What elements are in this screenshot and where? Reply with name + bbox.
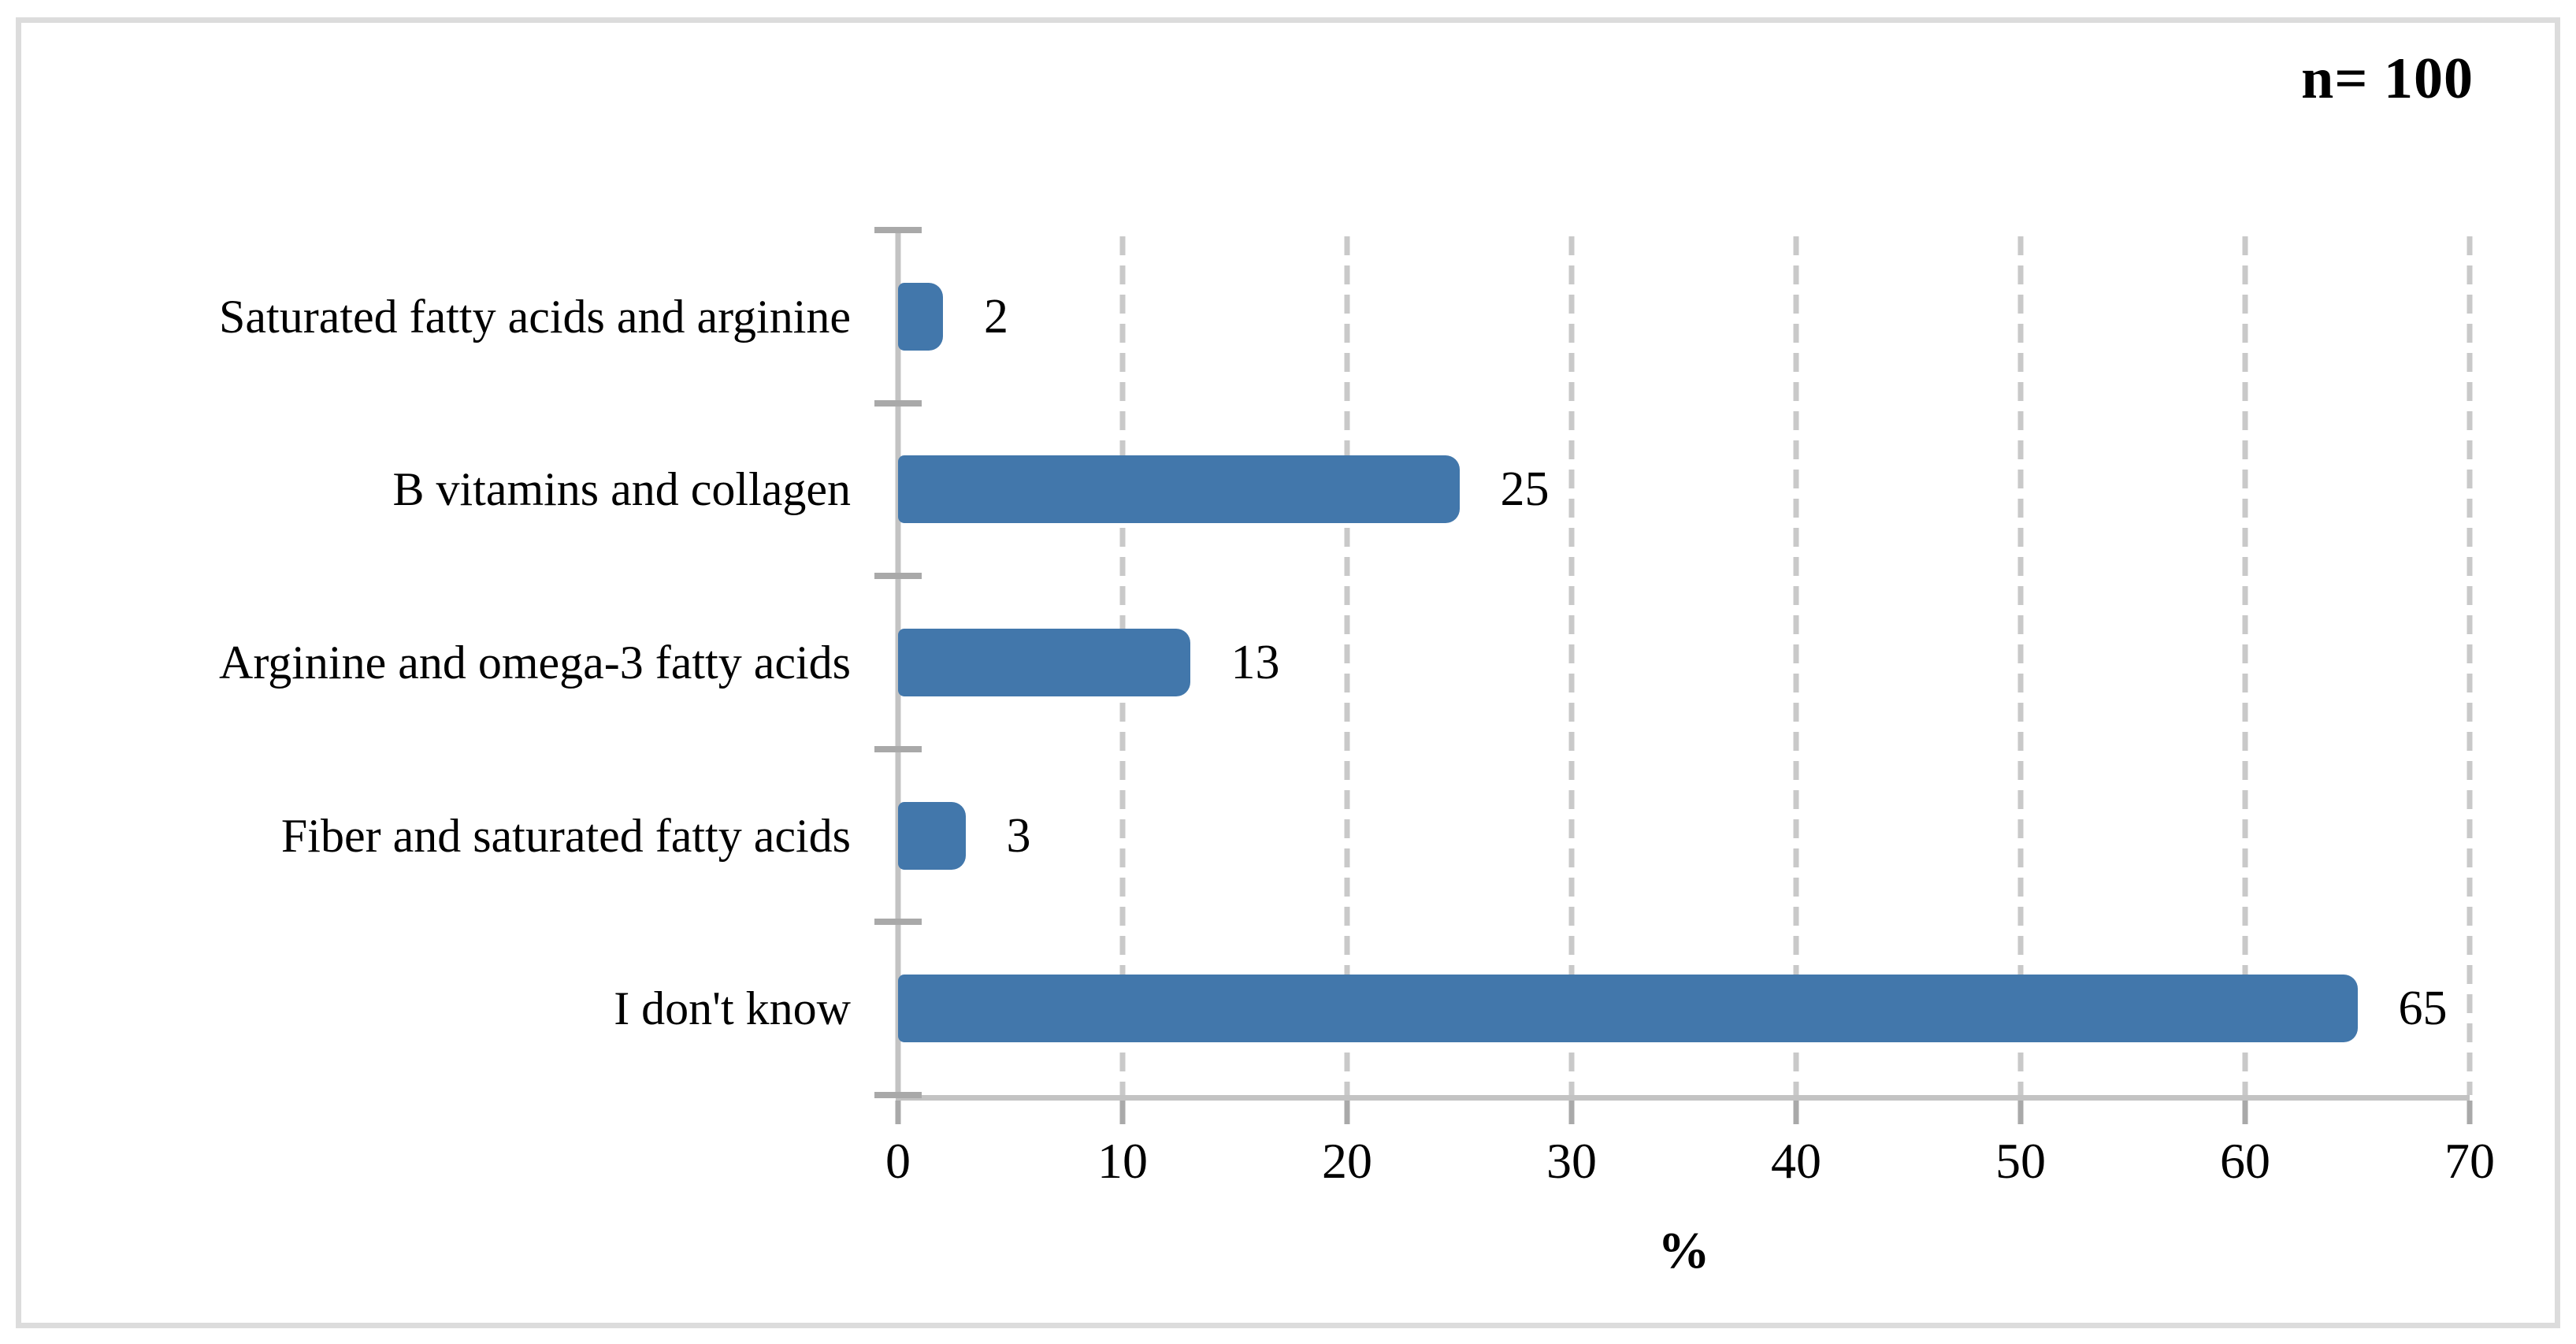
value-axis-tick-30 (1568, 1101, 1575, 1124)
category-label: I don't know (614, 982, 851, 1035)
value-axis-tick-0 (895, 1101, 901, 1124)
gridline-70 (2467, 236, 2473, 1095)
gridline-20 (1344, 236, 1350, 1095)
bar (898, 282, 943, 351)
value-axis-tick-label: 60 (2220, 1133, 2270, 1189)
value-axis-tick-label: 20 (1322, 1133, 1372, 1189)
value-axis-tick-label: 10 (1097, 1133, 1148, 1189)
value-axis-tick-70 (2467, 1101, 2473, 1124)
bar-value-label: 25 (1500, 462, 1550, 517)
bar-row: 25 (898, 403, 2470, 577)
x-axis-title: % (1657, 1222, 1710, 1279)
bar-value-label: 65 (2398, 982, 2448, 1036)
bar-row: 3 (898, 749, 2470, 923)
category-boundary-tick (874, 1092, 922, 1098)
value-axis-line (896, 1095, 2470, 1101)
category-label: B vitamins and collagen (392, 463, 851, 516)
value-axis-tick-label: 70 (2444, 1133, 2495, 1189)
gridline-60 (2242, 236, 2248, 1095)
category-boundary-tick (874, 227, 922, 233)
bar (898, 801, 966, 870)
gridline-50 (2017, 236, 2024, 1095)
bar-value-label: 3 (1006, 808, 1031, 863)
value-axis-tick-labels: 0 10 20 30 40 50 60 70 (885, 1133, 2495, 1199)
bar-rows: 2 25 13 3 65 (898, 230, 2470, 1095)
bar-row: 65 (898, 922, 2470, 1095)
value-axis-tick-label: 50 (1995, 1133, 2046, 1189)
category-boundary-tick (874, 745, 922, 752)
bar-value-label: 2 (983, 289, 1008, 343)
bar-row: 2 (898, 230, 2470, 403)
category-label: Saturated fatty acids and arginine (219, 290, 851, 343)
value-axis-tick-50 (2017, 1101, 2024, 1124)
bar (898, 455, 1460, 524)
gridline-40 (1793, 236, 1799, 1095)
value-axis-tick-label: 0 (885, 1133, 911, 1189)
bar (898, 628, 1190, 696)
value-axis-tick-40 (1793, 1101, 1799, 1124)
category-boundary-tick (874, 573, 922, 580)
category-label: Arginine and omega-3 fatty acids (219, 636, 851, 689)
value-axis-tick-10 (1119, 1101, 1126, 1124)
category-boundary-tick (874, 919, 922, 926)
value-axis-tick-label: 40 (1771, 1133, 1821, 1189)
gridline-30 (1568, 236, 1575, 1095)
bar (898, 975, 2358, 1043)
bar-row: 13 (898, 576, 2470, 749)
category-boundary-tick (874, 399, 922, 407)
value-axis-tick-20 (1344, 1101, 1350, 1124)
plot-area: 2 25 13 3 65 (874, 227, 2473, 1124)
figure-border (16, 17, 2560, 1328)
bar-value-label: 13 (1230, 635, 1280, 689)
value-axis-tick-label: 30 (1546, 1133, 1597, 1189)
category-label: Fiber and saturated fatty acids (280, 809, 851, 862)
category-axis-labels: Saturated fatty acids and arginine B vita… (32, 230, 851, 1095)
value-axis-tick-60 (2242, 1101, 2248, 1124)
sample-size-label: n= 100 (2301, 46, 2474, 111)
